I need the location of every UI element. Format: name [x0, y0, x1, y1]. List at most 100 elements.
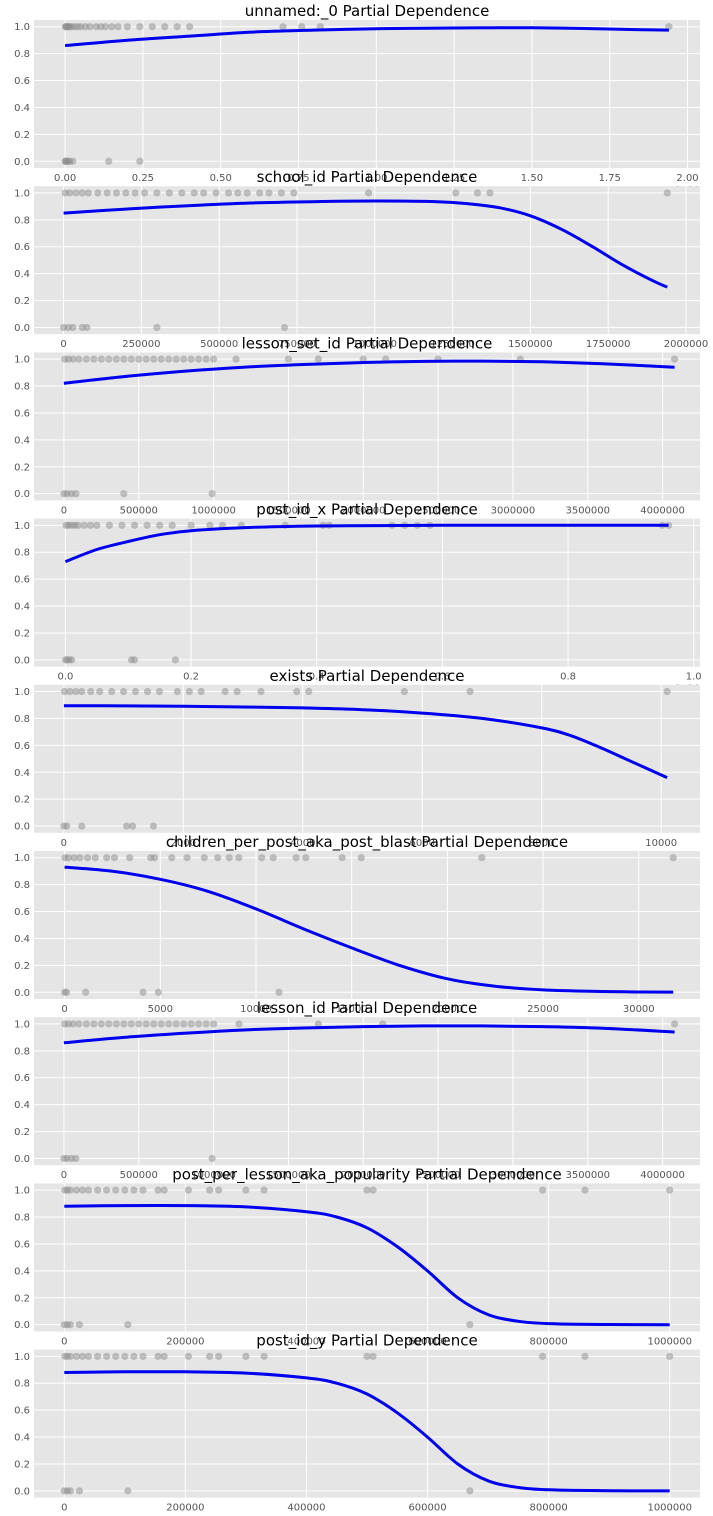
- scatter-point: [185, 687, 193, 696]
- scatter-point: [75, 1020, 83, 1028]
- scatter-point: [72, 490, 80, 498]
- scatter-point: [69, 323, 77, 332]
- y-tick-label: 0.8: [14, 1379, 30, 1390]
- x-tick-label: 15000: [336, 1004, 368, 1015]
- y-tick-label: 0.6: [14, 907, 30, 918]
- scatter-point: [669, 854, 677, 862]
- scatter-point: [72, 1154, 80, 1163]
- scatter-point: [256, 189, 264, 197]
- scatter-point: [76, 854, 84, 862]
- scatter-point: [160, 1352, 168, 1360]
- chart-title: children_per_post_aka_post_blast Partial…: [166, 833, 568, 852]
- plot-area: [34, 20, 700, 168]
- chart-title: post_id_y Partial Dependence: [256, 1332, 477, 1351]
- scatter-point: [200, 189, 208, 197]
- scatter-point: [130, 1352, 138, 1360]
- x-tick-label: 400000: [287, 1503, 325, 1514]
- scatter-point: [277, 189, 286, 197]
- scatter-point: [97, 1020, 105, 1028]
- scatter-point: [290, 189, 298, 197]
- scatter-point: [314, 1020, 322, 1028]
- scatter-point: [122, 189, 130, 197]
- scatter-point: [153, 323, 161, 332]
- scatter-point: [66, 189, 74, 197]
- scatter-point: [208, 490, 216, 498]
- plot-area: [34, 352, 700, 501]
- scatter-point: [369, 1352, 377, 1360]
- scatter-point: [242, 1186, 250, 1194]
- x-tick-label: 200000: [166, 1336, 204, 1347]
- scatter-point: [112, 355, 120, 363]
- scatter-point: [663, 687, 671, 696]
- scatter-point: [139, 1186, 147, 1194]
- chart-title: school_id Partial Dependence: [257, 168, 478, 187]
- scatter-point: [112, 1186, 120, 1194]
- x-tick-label: 2000000: [664, 339, 709, 350]
- y-tick-label: 1.0: [14, 1019, 30, 1030]
- scatter-point: [136, 157, 144, 165]
- x-tick-label: 0: [60, 339, 66, 350]
- scatter-point: [150, 854, 159, 862]
- y-tick-label: 0.4: [14, 103, 30, 114]
- y-tick-label: 1.0: [14, 188, 30, 199]
- scatter-point: [666, 1352, 674, 1360]
- y-tick-label: 0.6: [14, 408, 30, 419]
- scatter-point: [66, 1186, 74, 1194]
- scatter-point: [400, 687, 408, 696]
- y-tick-label: 0.2: [14, 1293, 30, 1304]
- scatter-point: [153, 189, 161, 197]
- scatter-point: [93, 1352, 102, 1360]
- scatter-point: [284, 355, 293, 363]
- scatter-point: [538, 1352, 547, 1360]
- scatter-point: [154, 1186, 162, 1194]
- scatter-point: [184, 1352, 192, 1360]
- y-tick-label: 0.0: [14, 157, 30, 168]
- scatter-point: [243, 189, 251, 197]
- scatter-point: [142, 1020, 150, 1028]
- scatter-point: [91, 854, 99, 862]
- scatter-point: [74, 521, 82, 529]
- scatter-point: [142, 355, 150, 363]
- y-tick-label: 0.8: [14, 1213, 30, 1224]
- x-tick-label: 2500000: [416, 1170, 461, 1181]
- chart-title: post_id_x Partial Dependence: [256, 501, 477, 520]
- scatter-point: [280, 323, 289, 332]
- scatter-point: [178, 189, 186, 197]
- x-tick-label: 600000: [408, 1503, 446, 1514]
- x-tick-label: 1000000: [353, 339, 398, 350]
- chart-title: post_per_lesson_aka_popularity Partial D…: [172, 1165, 561, 1184]
- scatter-point: [161, 23, 169, 31]
- scatter-point: [209, 355, 218, 363]
- scatter-point: [364, 189, 373, 197]
- scatter-point: [473, 189, 482, 197]
- chart-panel-6: 0.00.20.40.60.81.00 5000 10000 15000 20000 25…: [14, 833, 700, 1015]
- scatter-point: [666, 1186, 674, 1194]
- x-tick-label: 30000: [623, 1004, 655, 1015]
- scatter-point: [359, 355, 367, 363]
- scatter-point: [112, 1352, 120, 1360]
- x-tick-label: 750000: [278, 339, 316, 350]
- x-tick-label: 0: [61, 838, 67, 849]
- y-tick-label: 0.4: [14, 934, 30, 945]
- x-tick-label: 1750000: [586, 339, 631, 350]
- scatter-point: [369, 1186, 377, 1194]
- scatter-point: [292, 854, 300, 862]
- chart-title: lesson_id Partial Dependence: [257, 999, 477, 1018]
- scatter-point: [150, 1020, 158, 1028]
- partial-dependence-line: [63, 704, 668, 779]
- scatter-point: [186, 23, 194, 31]
- scatter-point: [86, 521, 95, 529]
- x-tick-label: 10000: [240, 1004, 272, 1015]
- y-tick-label: 0.2: [14, 961, 30, 972]
- scatter-point: [156, 521, 164, 529]
- scatter-point: [97, 355, 105, 363]
- scatter-point: [195, 355, 203, 363]
- x-tick-label: 2000: [171, 838, 196, 849]
- x-tick-label: 0: [61, 1503, 67, 1514]
- scatter-point: [235, 1020, 243, 1028]
- scatter-point: [260, 1186, 268, 1194]
- x-tick-label: 4000: [290, 838, 315, 849]
- scatter-point: [184, 1186, 192, 1194]
- scatter-point: [78, 822, 86, 830]
